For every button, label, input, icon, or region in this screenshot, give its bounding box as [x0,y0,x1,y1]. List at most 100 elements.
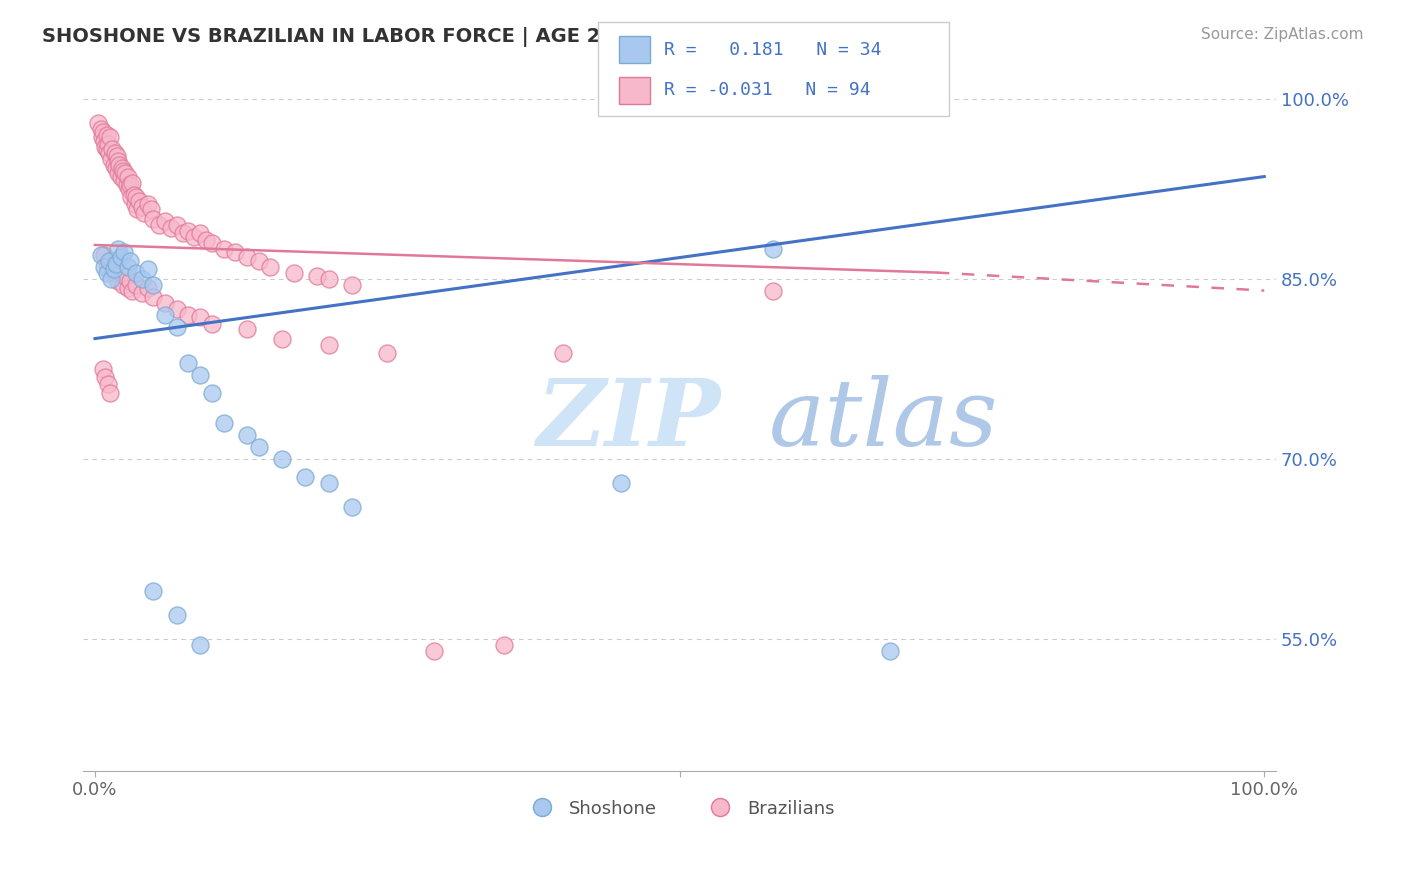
Brazilians [87,115,110,129]
Shoshone [236,427,259,442]
Brazilians [201,235,224,250]
Shoshone [107,242,129,256]
Brazilians [90,121,112,136]
Shoshone [118,253,141,268]
Shoshone [136,262,159,277]
Brazilians [96,142,118,156]
Shoshone [247,440,270,454]
Brazilians [111,277,134,292]
Brazilians [121,284,143,298]
Brazilians [153,295,176,310]
Shoshone [188,368,211,382]
Text: SHOSHONE VS BRAZILIAN IN LABOR FORCE | AGE 25-29 CORRELATION CHART: SHOSHONE VS BRAZILIAN IN LABOR FORCE | A… [42,27,890,46]
Shoshone [879,643,901,657]
Brazilians [136,197,159,211]
Brazilians [172,226,194,240]
Brazilians [201,317,224,331]
Shoshone [142,583,165,598]
Shoshone [117,260,139,274]
Brazilians [177,223,200,237]
Brazilians [307,269,329,284]
Brazilians [93,134,115,148]
Shoshone [104,257,127,271]
Brazilians [122,187,145,202]
Shoshone [201,385,224,400]
Brazilians [98,130,121,145]
Brazilians [104,161,127,176]
Brazilians [188,310,211,324]
Brazilians [236,322,259,336]
Brazilians [96,128,118,142]
Brazilians [551,346,574,360]
Brazilians [111,163,134,178]
Brazilians [114,269,136,284]
Shoshone [177,355,200,369]
Shoshone [96,266,118,280]
Shoshone [125,266,148,280]
Brazilians [108,157,131,171]
Shoshone [762,242,785,256]
Brazilians [104,257,127,271]
Brazilians [166,218,188,232]
Brazilians [103,157,125,171]
Brazilians [94,139,117,153]
Brazilians [212,242,235,256]
Brazilians [110,266,132,280]
Brazilians [139,202,162,216]
Brazilians [118,181,141,195]
Brazilians [96,257,118,271]
Brazilians [183,229,205,244]
Brazilians [107,274,129,288]
Brazilians [112,173,135,187]
Brazilians [91,130,114,145]
Brazilians [104,145,127,160]
Brazilians [125,277,148,292]
Brazilians [125,190,148,204]
Brazilians [188,226,211,240]
Brazilians [117,281,139,295]
Brazilians [177,308,200,322]
Brazilians [195,233,218,247]
Brazilians [120,190,142,204]
Brazilians [153,214,176,228]
Brazilians [131,200,153,214]
Brazilians [98,385,121,400]
Brazilians [340,277,363,292]
Text: ZIP: ZIP [537,375,721,465]
Brazilians [118,178,141,192]
Brazilians [98,145,121,160]
Shoshone [112,245,135,260]
Brazilians [114,166,136,180]
Brazilians [236,250,259,264]
Brazilians [166,301,188,316]
Brazilians [148,218,170,232]
Brazilians [247,253,270,268]
Brazilians [91,125,114,139]
Shoshone [294,469,316,483]
Brazilians [107,166,129,180]
Brazilians [128,194,150,208]
Brazilians [259,260,281,274]
Brazilians [98,262,121,277]
Shoshone [100,271,122,285]
Shoshone [166,607,188,622]
Brazilians [100,152,122,166]
Brazilians [132,205,155,219]
Text: R =   0.181   N = 34: R = 0.181 N = 34 [664,40,882,59]
Brazilians [271,332,294,346]
Brazilians [117,169,139,184]
Brazilians [107,153,129,168]
Shoshone [166,319,188,334]
Shoshone [153,308,176,322]
Shoshone [93,260,115,274]
Brazilians [160,221,183,235]
Brazilians [318,271,340,285]
Shoshone [142,277,165,292]
Brazilians [124,197,146,211]
Brazilians [103,266,125,280]
Brazilians [494,638,516,652]
Shoshone [271,451,294,466]
Shoshone [103,262,125,277]
Brazilians [136,281,159,295]
Text: atlas: atlas [769,375,998,465]
